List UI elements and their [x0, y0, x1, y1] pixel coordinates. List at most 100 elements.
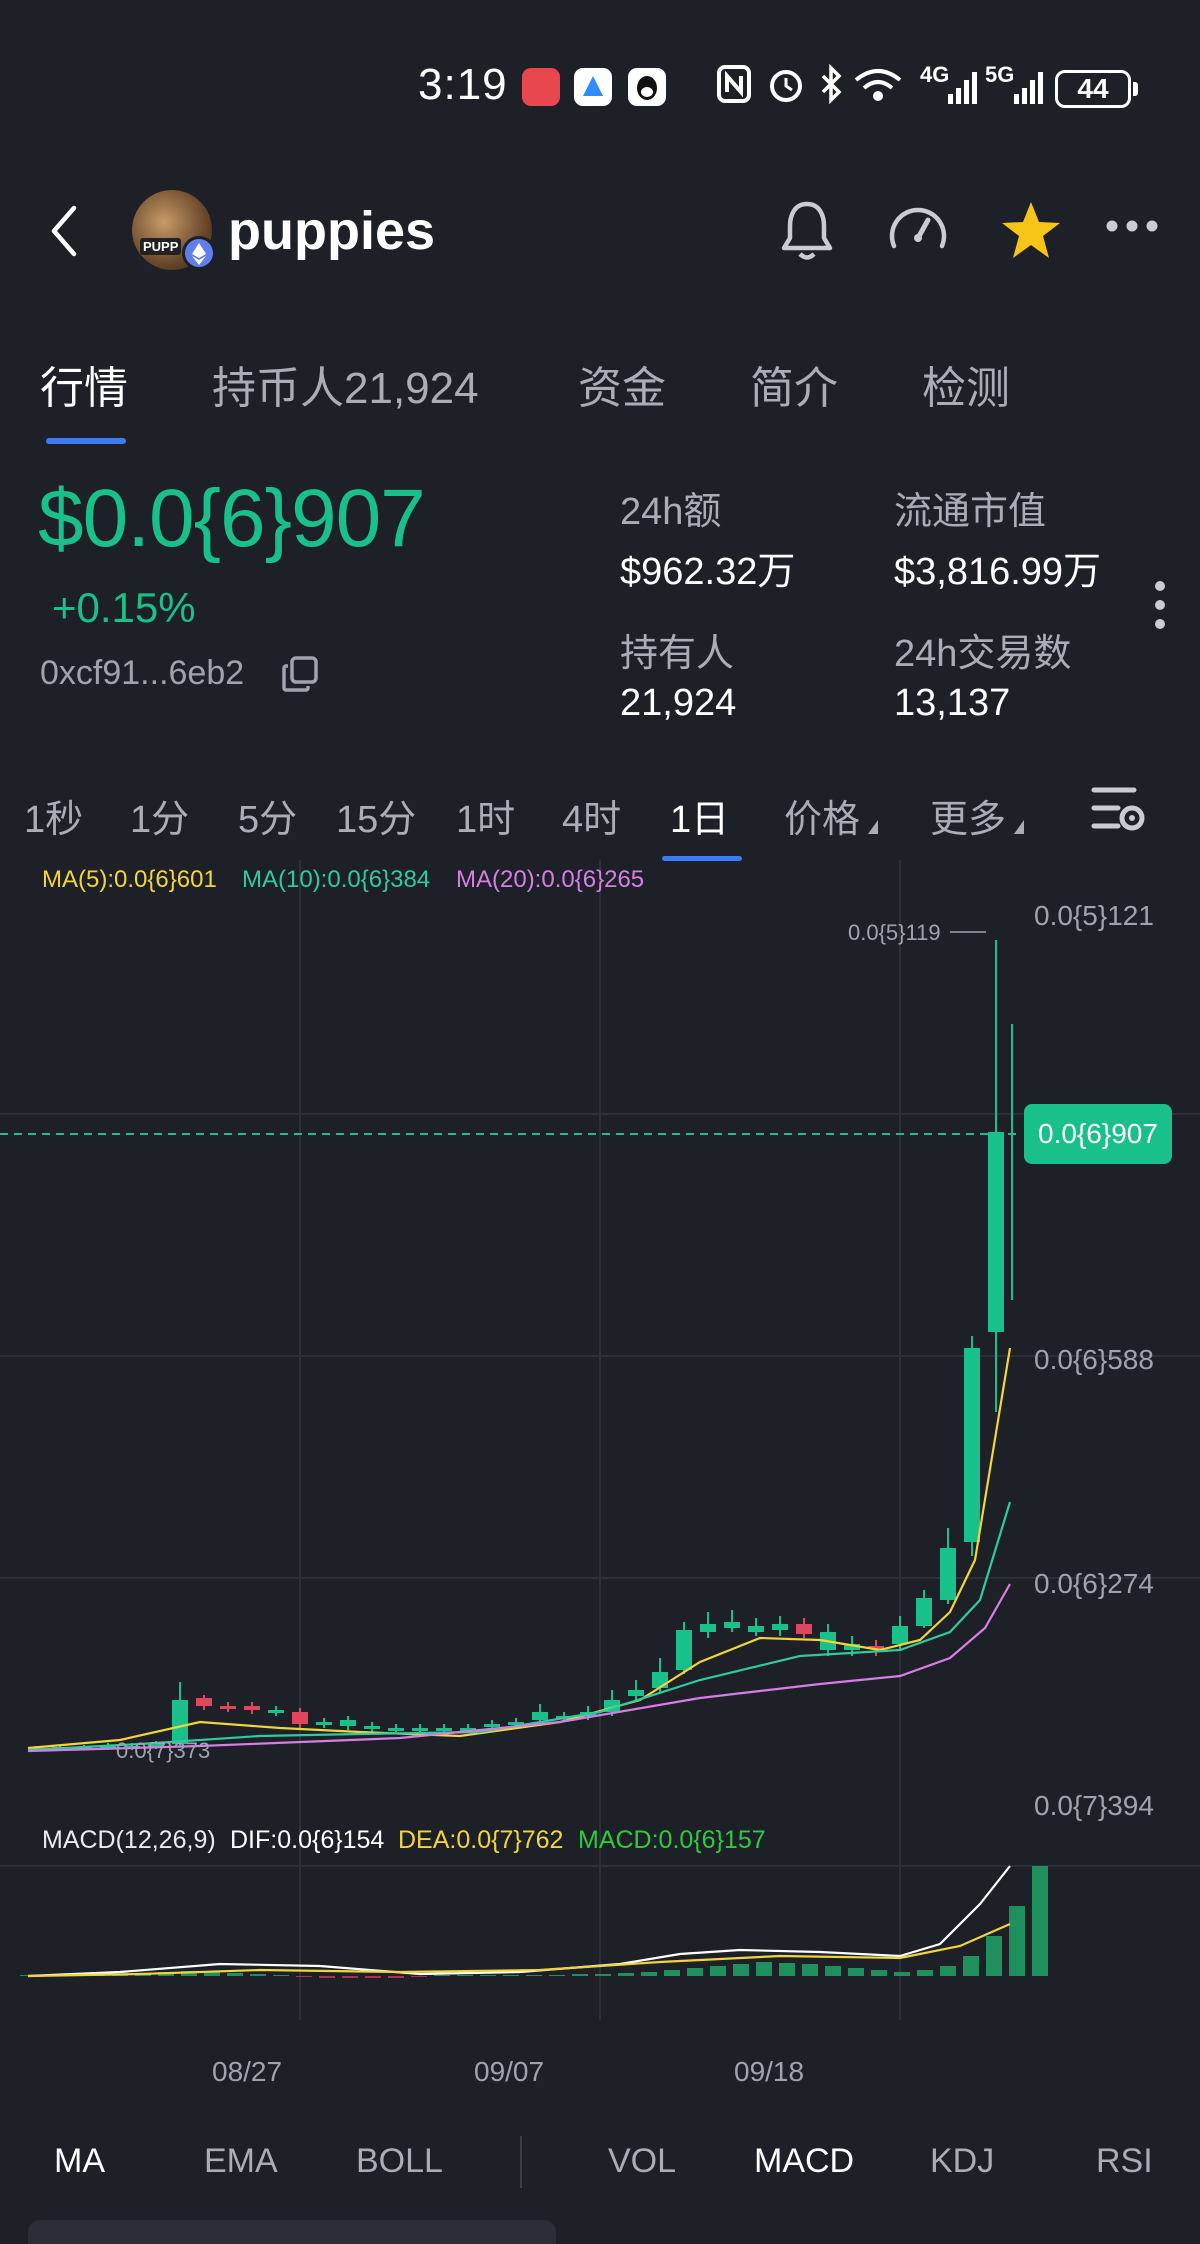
indicator-tab-macd[interactable]: MACD: [754, 2142, 855, 2180]
macd-bar: [411, 1976, 427, 1977]
macd-dif-legend: DIF:0.0{6}154: [230, 1826, 385, 1854]
macd-dea-legend: DEA:0.0{7}762: [398, 1826, 564, 1854]
candle-body: [388, 1728, 404, 1731]
indicator-tab-kdj[interactable]: KDJ: [930, 2142, 995, 2180]
tab-funds[interactable]: 资金: [578, 364, 666, 413]
candle-body: [532, 1712, 548, 1720]
candle-body: [724, 1622, 740, 1628]
low-price-marker: 0.0{7}373: [116, 1738, 211, 1763]
candle-body: [196, 1698, 212, 1706]
status-time: 3:19: [418, 60, 508, 109]
contract-address: 0xcf91...6eb2: [40, 654, 245, 692]
candle-body: [484, 1724, 500, 1727]
macd-bar: [227, 1973, 243, 1976]
more-options-icon[interactable]: [1104, 216, 1160, 241]
macd-bar: [296, 1976, 312, 1977]
battery-indicator: 44: [1055, 70, 1131, 108]
speedometer-icon[interactable]: [884, 198, 952, 269]
candle-body: [628, 1690, 644, 1696]
candle-body: [508, 1722, 524, 1725]
candle-body: [940, 1548, 956, 1600]
copy-icon[interactable]: [280, 654, 320, 699]
macd-bar: [457, 1975, 473, 1976]
macd-bar: [710, 1966, 726, 1976]
current-price-tag: 0.0{6}907: [1024, 1104, 1172, 1164]
y-axis-label-top: 0.0{5}121: [1034, 900, 1154, 931]
ma5-line: [27, 1347, 1012, 1750]
candlestick-chart[interactable]: [0, 860, 1200, 2040]
star-favorite-icon[interactable]: [998, 198, 1064, 269]
macd-bar: [595, 1974, 611, 1976]
macd-bar: [641, 1972, 657, 1976]
signal-4g-icon: [946, 70, 978, 111]
macd-bar: [779, 1963, 795, 1976]
interval-5m[interactable]: 5分: [238, 799, 298, 841]
candle-body: [412, 1728, 428, 1731]
macd-value-legend: MACD:0.0{6}157: [578, 1826, 766, 1854]
vertical-more-icon[interactable]: [1150, 578, 1170, 637]
stat-value-market-cap: $3,816.99万: [894, 551, 1102, 593]
candle-body: [364, 1726, 380, 1729]
macd-bar: [756, 1962, 772, 1976]
tab-holders[interactable]: 持币人21,924: [212, 364, 479, 413]
y-axis-label-3: 0.0{6}274: [1034, 1568, 1154, 1599]
candle-body: [772, 1624, 788, 1630]
candle-body: [172, 1700, 188, 1744]
indicator-tab-ma[interactable]: MA: [54, 2142, 105, 2180]
bell-icon[interactable]: [776, 198, 838, 269]
macd-bar: [664, 1970, 680, 1976]
macd-bar: [204, 1972, 220, 1976]
candle-body: [292, 1712, 308, 1724]
candle-body: [148, 1744, 164, 1747]
macd-bar: [687, 1968, 703, 1976]
ethereum-chain-icon: [182, 236, 216, 270]
ma20-line: [27, 1583, 1011, 1753]
macd-bar: [871, 1970, 887, 1976]
more-dropdown-label: 更多: [930, 799, 1007, 841]
macd-bar: [273, 1975, 289, 1976]
stat-label-holders: 持有人: [620, 633, 735, 675]
macd-bar: [986, 1936, 1002, 1976]
macd-bar: [503, 1975, 519, 1976]
candle-body: [676, 1630, 692, 1670]
macd-bar: [848, 1968, 864, 1976]
macd-bar: [549, 1975, 565, 1976]
candle-body: [460, 1728, 476, 1731]
current-price: $0.0{6}907: [38, 473, 426, 564]
indicator-tab-vol[interactable]: VOL: [608, 2142, 677, 2180]
tab-market[interactable]: 行情: [40, 364, 128, 413]
nfc-icon: [716, 64, 752, 113]
indicator-tab-ema[interactable]: EMA: [204, 2142, 278, 2180]
chart-settings-icon[interactable]: [1090, 782, 1148, 839]
dropdown-caret-icon: [1014, 820, 1025, 834]
indicator-tab-boll[interactable]: BOLL: [356, 2142, 443, 2180]
tab-intro[interactable]: 简介: [750, 364, 838, 413]
candle-body: [220, 1706, 236, 1709]
y-axis-label-bottom: 0.0{7}394: [1034, 1790, 1154, 1821]
tab-detection[interactable]: 检测: [922, 364, 1010, 413]
back-icon[interactable]: [48, 204, 78, 263]
candle-body: [988, 1132, 1004, 1332]
more-dropdown[interactable]: 更多: [930, 788, 1025, 843]
interval-1m[interactable]: 1分: [130, 799, 190, 841]
macd-bar: [618, 1973, 634, 1976]
price-dropdown[interactable]: 价格: [784, 788, 879, 843]
y-axis-label-2: 0.0{6}588: [1034, 1344, 1154, 1375]
interval-15m[interactable]: 15分: [336, 799, 417, 841]
qq-icon: [628, 68, 666, 106]
indicator-tab-rsi[interactable]: RSI: [1096, 2142, 1153, 2180]
stat-value-holders: 21,924: [620, 682, 737, 724]
tab-active-indicator: [46, 438, 126, 444]
price-dropdown-label: 价格: [784, 799, 861, 841]
macd-bar: [963, 1956, 979, 1976]
stat-label-24h-volume: 24h额: [620, 491, 722, 533]
macd-bar: [802, 1964, 818, 1976]
interval-1d[interactable]: 1日: [670, 799, 730, 841]
x-axis-date-3: 09/18: [734, 2056, 805, 2087]
interval-1s[interactable]: 1秒: [24, 799, 84, 841]
interval-1h[interactable]: 1时: [456, 799, 516, 841]
battery-tip: [1133, 82, 1138, 96]
x-axis-date-1: 08/27: [212, 2056, 283, 2087]
interval-4h[interactable]: 4时: [562, 799, 622, 841]
token-avatar: PUPP: [132, 190, 212, 270]
